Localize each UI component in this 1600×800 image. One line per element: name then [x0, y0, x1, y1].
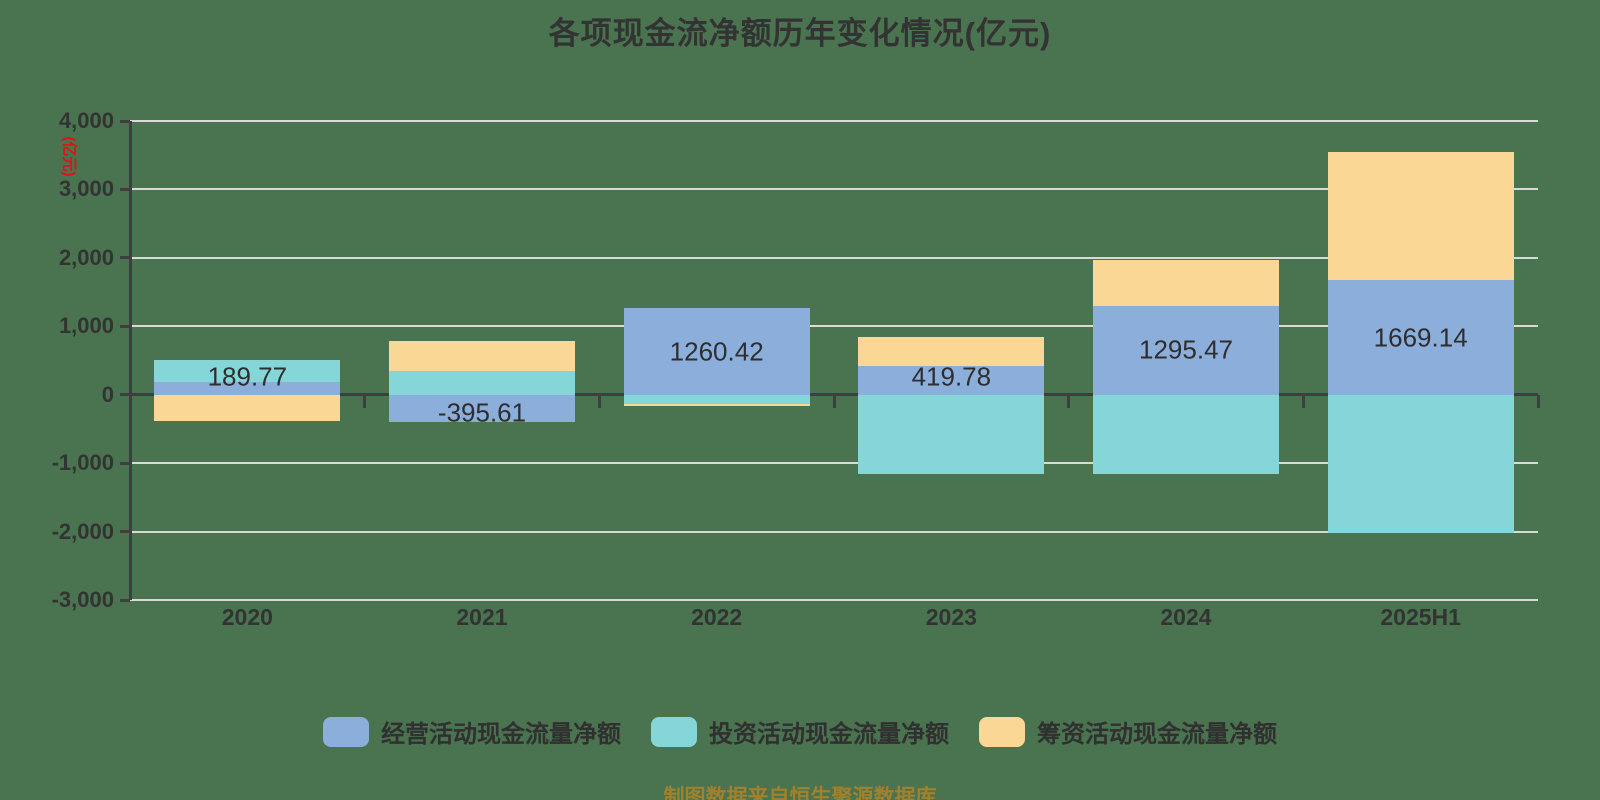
gridline	[130, 462, 1538, 465]
bar-value-label: 189.77	[207, 361, 288, 392]
legend-label: 经营活动现金流量净额	[381, 721, 621, 748]
x-axis-label: 2021	[456, 604, 508, 630]
legend: 经营活动现金流量净额 投资活动现金流量净额 筹资活动现金流量净额	[0, 714, 1600, 749]
bar-value-label: 1295.47	[1139, 334, 1233, 365]
x-axis-tick	[1301, 394, 1305, 408]
legend-label: 投资活动现金流量净额	[709, 721, 949, 748]
bar-segment-2020-investing[interactable]	[154, 360, 341, 382]
bar-segment-2023-investing[interactable]	[858, 394, 1045, 475]
y-axis-tick-label: 0	[101, 381, 114, 407]
x-axis-label: 2024	[1160, 604, 1212, 630]
y-axis-tick-label: 2,000	[58, 244, 114, 270]
x-axis-tick	[1067, 394, 1071, 408]
bar-segment-2022-investing[interactable]	[623, 394, 810, 404]
legend-swatch-operating	[323, 716, 369, 747]
bar-segment-2021-operating[interactable]	[389, 394, 575, 422]
y-axis-tick-label: 4,000	[58, 108, 114, 133]
bar-value-label: 1669.14	[1373, 322, 1468, 353]
y-axis-tick	[120, 324, 130, 328]
bar-segment-2023-financing[interactable]	[858, 337, 1045, 366]
y-axis-tick-label: -2,000	[51, 518, 114, 544]
y-axis-tick	[120, 598, 130, 602]
footnote: 制图数据来自恒生聚源数据库	[663, 786, 937, 800]
legend-item-financing[interactable]: 筹资活动现金流量净额	[979, 714, 1277, 749]
bar-segment-2024-investing[interactable]	[1093, 394, 1279, 474]
legend-label: 筹资活动现金流量净额	[1037, 721, 1277, 748]
x-axis-tick	[597, 394, 601, 408]
bar-segment-2022-operating[interactable]	[623, 308, 810, 395]
bar-segment-2021-investing[interactable]	[389, 370, 575, 395]
bar-segment-2025H1-operating[interactable]	[1327, 280, 1514, 395]
y-axis-tick	[120, 461, 130, 465]
bar-segment-2021-financing[interactable]	[389, 340, 575, 371]
gridline	[130, 530, 1538, 533]
y-axis-tick-label: -3,000	[51, 587, 114, 612]
bar-segment-2024-operating[interactable]	[1093, 306, 1279, 395]
y-axis-tick-label: 3,000	[58, 176, 114, 202]
x-axis-tick	[1536, 394, 1540, 408]
legend-item-operating[interactable]: 经营活动现金流量净额	[323, 714, 621, 749]
y-axis-tick	[120, 187, 130, 191]
x-axis-label: 2022	[691, 604, 743, 630]
y-axis-tick	[120, 393, 130, 397]
y-axis-tick	[120, 530, 130, 534]
y-axis-tick-label: 1,000	[58, 313, 114, 339]
bar-segment-2022-financing[interactable]	[623, 403, 810, 406]
bar-segment-2024-financing[interactable]	[1093, 260, 1279, 307]
gridline	[130, 599, 1538, 601]
bar-segment-2025H1-investing[interactable]	[1327, 394, 1514, 534]
y-axis-tick-label: -1,000	[51, 450, 114, 476]
bar-value-label: 419.78	[911, 361, 992, 392]
bar-value-label: -395.61	[437, 397, 527, 428]
bar-value-label: 1260.42	[669, 336, 764, 367]
x-axis-label: 2023	[925, 604, 977, 630]
legend-swatch-investing	[651, 716, 697, 747]
chart-title: 各项现金流净额历年变化情况(亿元)	[548, 16, 1052, 51]
bar-segment-2020-operating[interactable]	[154, 381, 341, 395]
bar-segment-2020-financing[interactable]	[154, 394, 341, 421]
legend-swatch-financing	[979, 716, 1025, 747]
x-axis-tick	[363, 394, 367, 408]
x-axis-tick	[832, 394, 836, 408]
bar-segment-2025H1-financing[interactable]	[1327, 151, 1514, 281]
gridline	[130, 120, 1538, 122]
legend-item-investing[interactable]: 投资活动现金流量净额	[651, 714, 949, 749]
y-axis-line	[128, 121, 132, 600]
bar-segment-2023-operating[interactable]	[858, 365, 1045, 395]
y-axis-tick	[120, 119, 130, 123]
gridline	[130, 325, 1538, 328]
gridline	[130, 256, 1538, 259]
x-axis-label: 2020	[221, 604, 273, 630]
gridline	[130, 188, 1538, 191]
x-axis-label: 2025H1	[1380, 604, 1461, 630]
y-axis-tick	[120, 256, 130, 260]
